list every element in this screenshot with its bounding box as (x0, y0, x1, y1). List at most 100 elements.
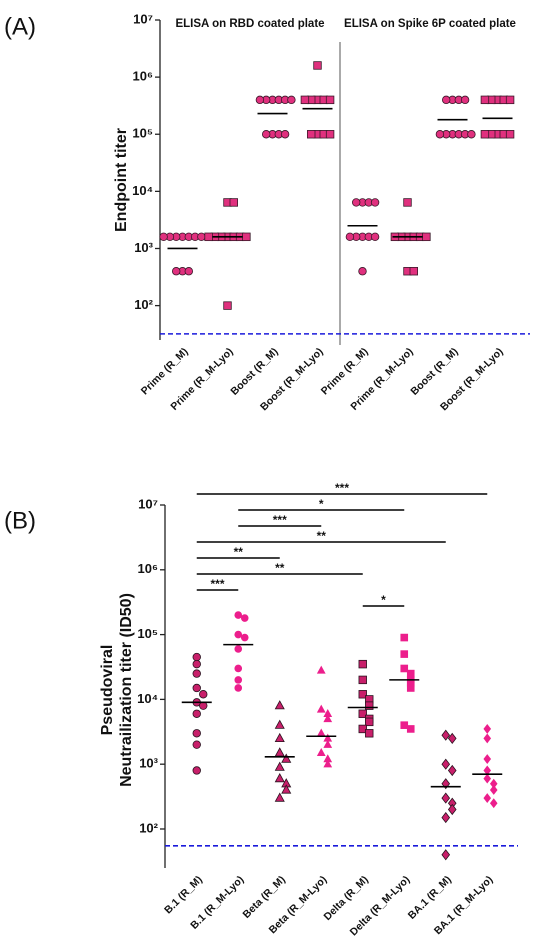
y-tick-label: 10⁶ (138, 561, 158, 576)
y-tick-label: 10⁶ (133, 69, 153, 84)
data-point (400, 633, 409, 642)
data-point (400, 650, 409, 658)
y-tick-label: 10⁷ (133, 11, 153, 26)
data-point (287, 95, 296, 105)
y-tick-label: 10⁵ (132, 126, 153, 141)
data-point (192, 729, 201, 738)
data-point (325, 95, 335, 105)
data-point (323, 733, 333, 742)
data-point (400, 664, 409, 673)
data-point (406, 684, 415, 692)
data-point (422, 232, 431, 242)
data-point (323, 754, 333, 763)
data-point (316, 748, 326, 757)
data-point (171, 267, 181, 276)
significance-label: ** (234, 545, 244, 559)
y-tick-label: 10⁴ (132, 183, 153, 198)
data-point (306, 130, 316, 139)
significance-label: *** (335, 481, 349, 495)
data-point (370, 198, 380, 207)
data-point (352, 198, 361, 207)
data-point (281, 753, 292, 763)
data-point (274, 719, 285, 729)
data-point (483, 765, 492, 776)
data-point (358, 675, 367, 685)
data-point (192, 709, 201, 718)
data-point (323, 739, 333, 748)
data-point (489, 798, 498, 809)
group-label: ELISA on RBD coated plate (175, 18, 325, 30)
data-point (447, 764, 457, 777)
data-point (274, 732, 285, 743)
x-tick-label: B.1 (R_M) (162, 874, 205, 917)
data-point (442, 95, 451, 105)
data-point (403, 198, 412, 207)
data-point (358, 267, 367, 276)
data-point (242, 232, 251, 242)
data-point (323, 759, 333, 768)
data-point (192, 766, 201, 775)
data-point (274, 700, 285, 710)
data-point (409, 267, 418, 276)
data-point (505, 95, 515, 105)
data-point (365, 717, 374, 727)
y-tick-label: 10² (134, 297, 153, 312)
data-point (365, 701, 374, 710)
data-point (406, 669, 415, 678)
data-point (255, 95, 265, 105)
data-point (483, 793, 492, 804)
data-point (192, 659, 201, 669)
data-point (197, 232, 206, 242)
data-point (159, 232, 168, 242)
data-point (483, 773, 492, 784)
data-point (447, 803, 457, 816)
data-point (483, 754, 492, 764)
data-point (192, 669, 201, 678)
data-point (480, 95, 490, 105)
data-point (313, 61, 322, 70)
data-point (240, 633, 249, 642)
data-point (223, 301, 232, 310)
significance-label: *** (210, 577, 224, 591)
data-point (240, 614, 249, 622)
data-point (234, 645, 243, 653)
significance-label: ** (317, 529, 327, 543)
data-point (358, 709, 367, 718)
data-point (262, 130, 271, 139)
data-point (323, 709, 333, 717)
data-point (199, 690, 208, 699)
significance-label: *** (273, 513, 287, 527)
panel-label: (B) (4, 507, 36, 534)
data-point (229, 198, 238, 207)
y-axis-label: Pseudoviral (99, 645, 116, 736)
y-axis-label: Neutrailization titer (ID50) (118, 593, 135, 787)
significance-label: * (381, 593, 386, 607)
data-point (234, 664, 243, 673)
panel-label: (A) (4, 13, 36, 40)
significance-label: * (319, 497, 324, 511)
y-axis-label: Endpoint titer (113, 128, 130, 232)
data-point (505, 130, 515, 139)
y-tick-label: 10³ (134, 240, 153, 255)
data-point (234, 676, 243, 684)
data-point (480, 130, 490, 139)
y-tick-label: 10⁷ (138, 496, 158, 511)
data-point (316, 665, 326, 674)
data-point (274, 792, 285, 802)
data-point (441, 792, 451, 804)
data-point (281, 784, 292, 794)
data-point (192, 740, 201, 749)
data-point (406, 725, 415, 733)
data-point (358, 724, 367, 734)
data-point (192, 652, 201, 662)
data-point (274, 747, 285, 757)
data-point (365, 729, 374, 738)
data-point (489, 785, 498, 795)
group-label: ELISA on Spike 6P coated plate (344, 18, 516, 30)
data-point (447, 732, 457, 745)
data-point (192, 683, 201, 693)
data-point (234, 630, 243, 639)
data-point (467, 130, 476, 139)
